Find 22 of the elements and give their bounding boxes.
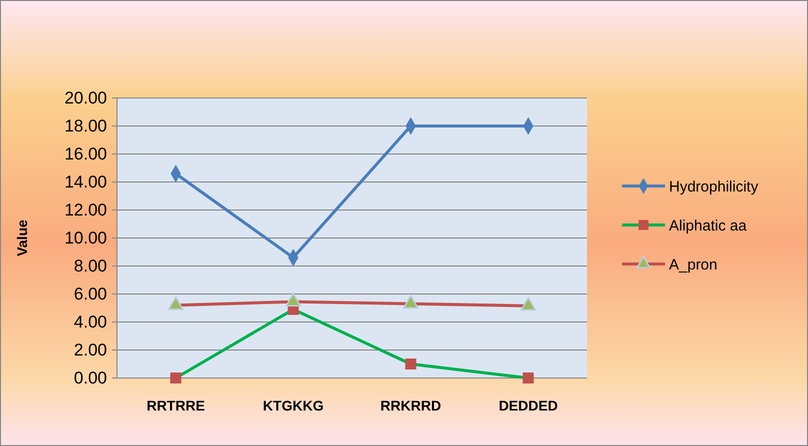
y-tick-label: 14.00	[64, 172, 107, 192]
y-tick-label: 4.00	[74, 312, 107, 332]
y-tick-label: 18.00	[64, 116, 107, 136]
y-tick-label: 0.00	[74, 368, 107, 388]
legend-label: Hydrophilicity	[669, 178, 759, 196]
point	[170, 372, 182, 384]
y-tick-label: 2.00	[74, 340, 107, 360]
y-tick-label: 16.00	[64, 144, 107, 164]
point	[405, 358, 416, 370]
legend-label: Aliphatic aa	[669, 217, 748, 234]
y-tick-label: 10.00	[64, 228, 107, 248]
point	[522, 372, 534, 384]
y-tick-label: 6.00	[74, 284, 107, 304]
x-tick-label: DEDDED	[498, 397, 558, 414]
x-tick-label: KTGKKG	[262, 397, 324, 414]
legend-label: A_pron	[669, 256, 718, 274]
y-tick-label: 20.00	[64, 88, 107, 108]
y-tick-label: 8.00	[74, 256, 107, 276]
y-axis-title: Value	[14, 220, 30, 256]
x-tick-label: RRKRRD	[380, 397, 442, 414]
y-tick-label: 12.00	[64, 200, 107, 220]
x-tick-label: RRTRRE	[146, 397, 205, 414]
